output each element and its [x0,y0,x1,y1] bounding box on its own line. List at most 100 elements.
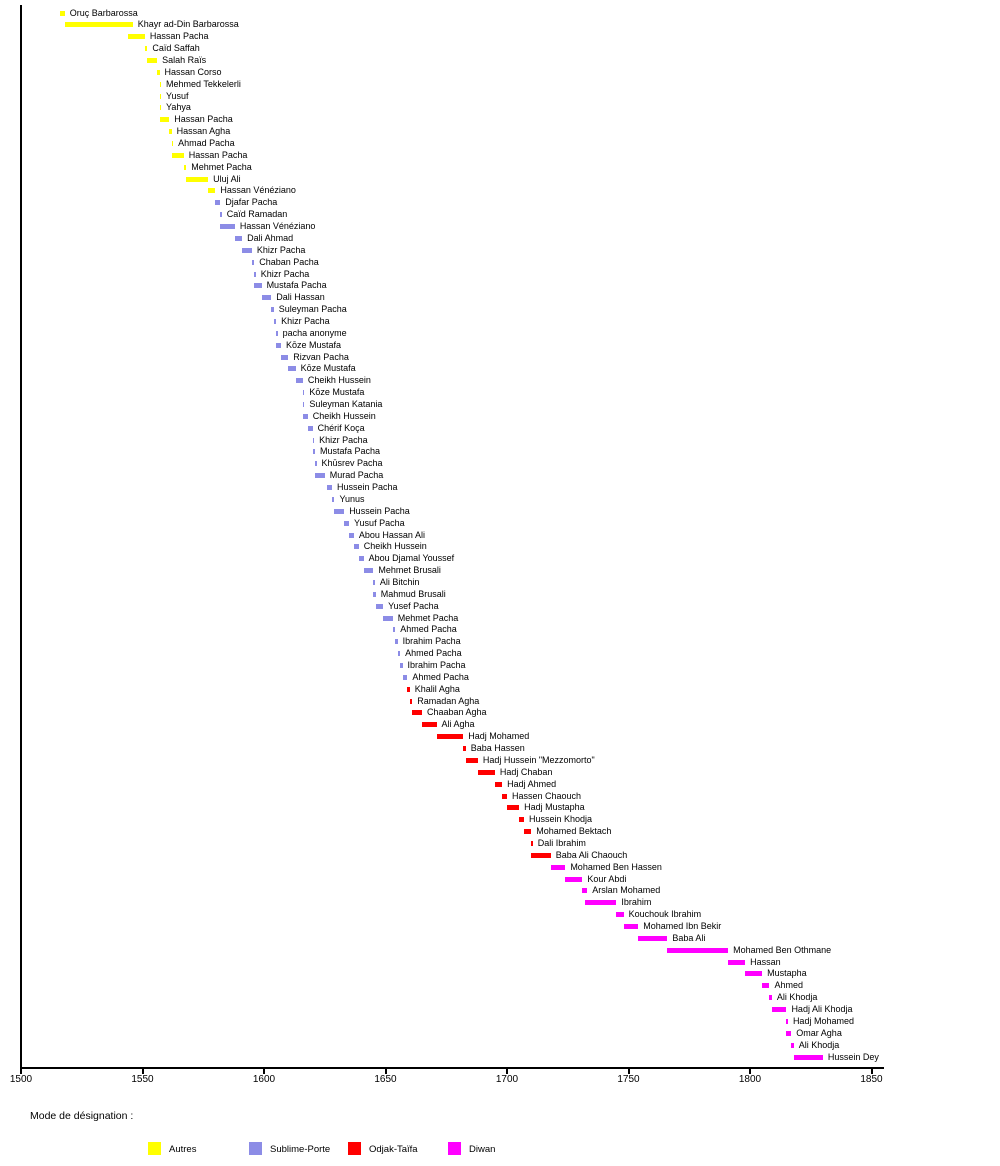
timeline-bar [312,437,315,443]
timeline-bar-label: Ahmad Pacha [178,138,235,148]
timeline-bar-label: Suleyman Pacha [278,304,347,315]
timeline-bar-label: Cheikh Hussein [363,541,427,552]
timeline-bar [312,449,316,455]
timeline-bar [327,485,333,491]
timeline-bar-label: Rizvan Pacha [293,351,349,362]
timeline-bar [550,864,566,870]
timeline-bar-label: Hussein Khodja [529,814,593,825]
timeline-bar-label: Hassan Pacha [188,149,248,160]
x-axis-tick [749,1069,751,1074]
timeline-bar-label: Mustapha [767,968,807,979]
timeline-bar-label: Ramadan Agha [417,695,480,706]
timeline-bar [171,152,184,158]
timeline-bar-label: Yahya [166,102,191,113]
timeline-bar [315,461,317,467]
timeline-bar-label: Ahmed Pacha [412,671,469,682]
x-axis-tick-label: 1850 [860,1074,883,1085]
timeline-bar [254,283,262,289]
x-axis-tick-label: 1550 [131,1074,154,1085]
timeline-bar [276,330,278,336]
timeline-bar [373,579,375,585]
timeline-bar [407,686,410,692]
timeline-bar [251,259,255,265]
timeline-bar [234,235,243,241]
timeline-bar [64,22,133,28]
timeline-bar [159,93,161,99]
timeline-bar [477,769,495,775]
timeline-bar-label: Hadj Hussein "Mezzomorto" [482,754,595,765]
timeline-bar [242,247,252,253]
timeline-bar-label: Hassan [750,956,781,967]
x-axis-tick [263,1069,265,1074]
timeline-bar [169,129,172,135]
timeline-bar-label: Khalil Agha [414,683,460,694]
timeline-bar [349,532,354,538]
timeline-bar-label: Ahmed [774,980,803,991]
timeline-bar-label: Dali Ahmad [247,232,294,243]
timeline-bar-label: Ali Agha [441,719,475,730]
timeline-bar [186,176,209,182]
timeline-bar-label: Mohamed Ibn Bekir [643,921,722,932]
timeline-bar-label: Hussein Pacha [349,505,410,516]
timeline-bar [220,224,235,230]
timeline-bar [144,46,148,52]
timeline-bar [307,425,313,431]
timeline-bar [295,378,303,384]
timeline-bar-label: Cheikh Hussein [312,410,376,421]
timeline-bar [507,805,520,811]
timeline-bar [353,544,359,550]
timeline-bar-label: Cheikh Hussein [307,375,371,386]
timeline-bar [276,342,281,348]
timeline-bar-label: Baba Ali [672,932,706,943]
timeline-bar-label: Ibrahim Pacha [402,636,461,647]
legend-swatch [348,1142,361,1155]
timeline-bar [288,366,296,372]
timeline-bar-label: Suleyman Katania [309,399,383,409]
timeline-bar-label: Hassan Agha [176,126,231,137]
timeline-bar [344,520,350,526]
timeline-bar [375,603,384,609]
timeline-bar [524,829,532,835]
timeline-bar [502,793,507,799]
timeline-bar-label: Ahmed Pacha [400,624,457,635]
timeline-bar-label: Dali Ibrahim [537,837,586,848]
timeline-bar [745,971,763,977]
timeline-bar [582,888,588,894]
timeline-bar [392,627,396,633]
timeline-bar [519,817,524,823]
timeline-bar-label: Yusef Pacha [388,600,439,611]
timeline-bar-label: Omar Agha [796,1027,842,1038]
timeline-bar-label: Ali Khodja [798,1039,840,1050]
legend-label: Diwan [469,1144,496,1155]
timeline-bar [315,473,325,479]
timeline-bar [786,1018,788,1024]
timeline-bar [409,698,413,704]
x-axis-tick-label: 1750 [617,1074,640,1085]
timeline-bar [584,900,617,906]
legend-label: Sublime-Porte [270,1144,331,1155]
x-axis-tick-label: 1700 [495,1074,519,1085]
timeline-bar [261,295,272,301]
timeline-bar [220,212,222,218]
timeline-bar-label: Hussein Dey [827,1051,879,1062]
timeline-bar-label: Yusuf Pacha [354,517,405,528]
timeline-bar [400,663,403,669]
legend-swatch [448,1142,461,1155]
timeline-bar [667,947,729,953]
timeline-bar [302,402,305,407]
timeline-bar-label: Hadj Ali Khodja [791,1004,853,1015]
timeline-bar [273,318,277,324]
timeline-bar [638,935,668,941]
timeline-bar [395,639,398,645]
timeline-bar-label: Hadj Mohamed [468,731,530,742]
x-axis-tick [627,1069,630,1074]
timeline-bar-label: Yusuf [166,90,189,101]
timeline-bar [373,591,376,597]
timeline-bar [183,164,187,170]
timeline-bar [436,734,464,740]
timeline-bar-label: Caïd Ramadan [226,209,288,220]
x-axis-tick-label: 1500 [9,1074,33,1085]
timeline-bar [623,924,639,930]
timeline-bar-label: Khizr Pacha [260,268,310,279]
timeline-bar [397,651,401,657]
